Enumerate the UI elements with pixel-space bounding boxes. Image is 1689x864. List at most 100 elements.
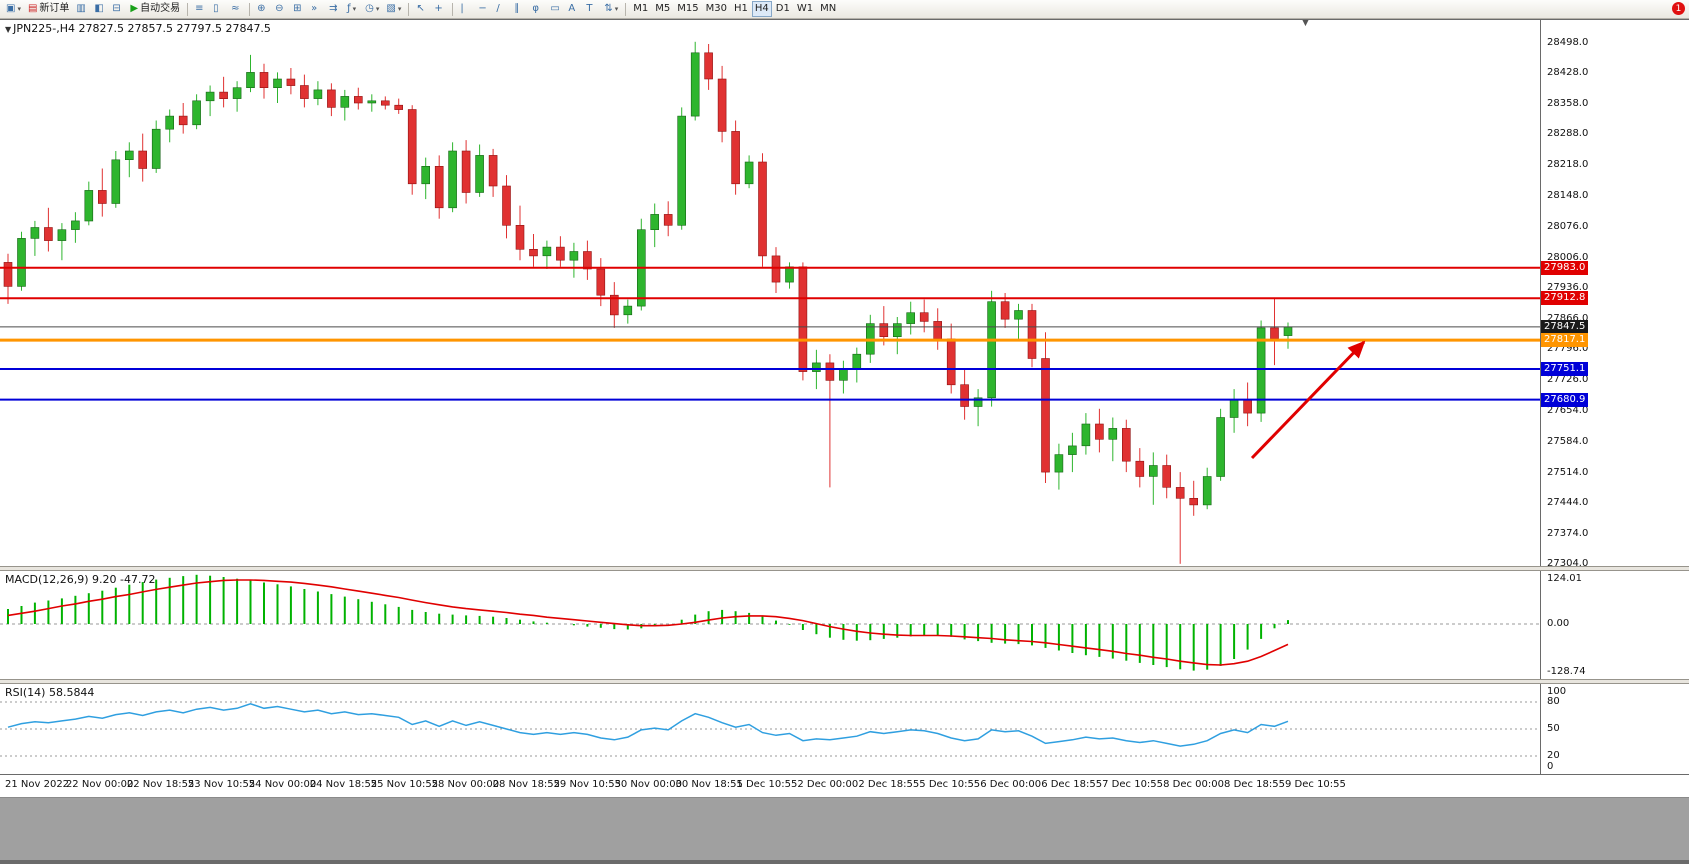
price-tick-label: 28076.0 bbox=[1547, 221, 1589, 233]
market-watch-button[interactable]: ▥ bbox=[73, 1, 90, 17]
vertical-line-icon: | bbox=[460, 3, 464, 14]
macd-label: MACD(12,26,9) 9.20 -47.72 bbox=[5, 573, 156, 586]
crosshair-icon: + bbox=[434, 3, 443, 14]
autotrading-button[interactable]: ▶ 自动交易 bbox=[127, 1, 183, 17]
price-tick-label: 28288.0 bbox=[1547, 128, 1589, 140]
timeframe-m15-button[interactable]: M15 bbox=[674, 1, 701, 17]
time-tick-label: 25 Nov 10:55 bbox=[370, 779, 439, 790]
timeframe-w1-button[interactable]: W1 bbox=[794, 1, 816, 17]
vertical-line-button[interactable]: | bbox=[457, 1, 474, 17]
indicators-button[interactable]: ƒ ▾ bbox=[344, 1, 361, 17]
candlestick-plot[interactable]: ▼ JPN225-,H4 27827.5 27857.5 27797.5 2784… bbox=[0, 20, 1540, 566]
price-tick-label: 27584.0 bbox=[1547, 435, 1589, 447]
price-tick-label: 27936.0 bbox=[1547, 282, 1589, 294]
time-tick-label: 24 Nov 18:55 bbox=[309, 779, 378, 790]
arrows-button[interactable]: ⇅ ▾ bbox=[601, 1, 621, 17]
price-axis[interactable]: 28498.0 28428.0 28358.0 28288.0 28218.0 28148… bbox=[1540, 20, 1689, 566]
chevron-down-icon: ▾ bbox=[352, 5, 357, 13]
timeframe-m1-button[interactable]: M1 bbox=[630, 1, 651, 17]
time-tick-label: 9 Dec 10:55 bbox=[1285, 779, 1346, 790]
trendline-icon: / bbox=[496, 3, 500, 14]
chart-shift-marker-icon[interactable]: ▼ bbox=[1302, 20, 1309, 28]
new-chart-button[interactable]: ▣ ▾ bbox=[3, 1, 24, 17]
text-label-button[interactable]: T bbox=[583, 1, 600, 17]
chart-shift-button[interactable]: ⇉ bbox=[326, 1, 343, 17]
new-chart-icon: ▣ bbox=[6, 3, 16, 14]
zoom-out-button[interactable]: ⊖ bbox=[272, 1, 289, 17]
new-order-icon: ▤ bbox=[27, 3, 38, 14]
rsi-chart[interactable] bbox=[0, 684, 1540, 774]
rsi-tick-label: 50 bbox=[1547, 723, 1560, 734]
horizontal-line-icon: − bbox=[478, 3, 487, 14]
price-tick-label: 27866.0 bbox=[1547, 312, 1589, 324]
price-tick-label: 27796.0 bbox=[1547, 343, 1589, 355]
candlestick-chart-button[interactable]: ▯ bbox=[210, 1, 227, 17]
fibonacci-icon: φ bbox=[532, 3, 539, 14]
candlestick-chart[interactable] bbox=[0, 20, 1540, 566]
macd-axis[interactable]: 124.01 0.00 -128.74 bbox=[1540, 571, 1689, 679]
price-tick-label: 27444.0 bbox=[1547, 497, 1589, 509]
panel-splitter[interactable] bbox=[0, 679, 1689, 684]
line-chart-button[interactable]: ≈ bbox=[228, 1, 245, 17]
new-order-button[interactable]: ▤ 新订单 bbox=[25, 1, 72, 17]
timeframe-h1-button[interactable]: H1 bbox=[731, 1, 751, 17]
time-tick-label: 30 Nov 00:00 bbox=[614, 779, 682, 790]
channel-icon: ∥ bbox=[514, 3, 520, 14]
cursor-button[interactable]: ↖ bbox=[413, 1, 430, 17]
price-line-badge: 27680.9 bbox=[1541, 392, 1589, 407]
templates-button[interactable]: ▧ ▾ bbox=[383, 1, 404, 17]
indicators-icon: ƒ bbox=[347, 3, 351, 14]
panel-splitter[interactable] bbox=[0, 566, 1689, 571]
time-tick-label: 28 Nov 00:00 bbox=[431, 779, 500, 790]
chevron-down-icon: ▾ bbox=[375, 5, 380, 13]
zoom-in-icon: ⊕ bbox=[257, 3, 266, 14]
tile-windows-icon: ⊞ bbox=[293, 3, 302, 14]
horizontal-line-button[interactable]: − bbox=[475, 1, 492, 17]
notification-badge[interactable]: 1 bbox=[1672, 2, 1685, 15]
time-tick-label: 24 Nov 00:00 bbox=[248, 779, 317, 790]
toolbar-separator bbox=[249, 2, 251, 16]
time-tick-label: 2 Dec 00:00 bbox=[797, 779, 859, 790]
terminal-button[interactable]: ⊟ bbox=[109, 1, 126, 17]
periods-button[interactable]: ◷ ▾ bbox=[362, 1, 382, 17]
price-line-badge: 27912.8 bbox=[1541, 291, 1589, 306]
price-tick-label: 28498.0 bbox=[1547, 36, 1589, 48]
collapse-triangle-icon: ▼ bbox=[5, 25, 12, 34]
timeframe-h4-button[interactable]: H4 bbox=[751, 1, 772, 17]
text-icon: A bbox=[568, 3, 576, 14]
timeframe-m30-button[interactable]: M30 bbox=[703, 1, 730, 17]
shapes-button[interactable]: ▭ bbox=[547, 1, 564, 17]
macd-tick-label: 0.00 bbox=[1547, 617, 1570, 629]
autotrading-play-icon: ▶ bbox=[130, 3, 139, 14]
periods-clock-icon: ◷ bbox=[365, 3, 374, 14]
macd-chart[interactable] bbox=[0, 571, 1540, 679]
timeframe-d1-button[interactable]: D1 bbox=[773, 1, 793, 17]
bar-chart-button[interactable]: ≡ bbox=[192, 1, 209, 17]
time-tick-label: 7 Dec 10:55 bbox=[1102, 779, 1164, 790]
time-tick-label: 8 Dec 00:00 bbox=[1163, 779, 1224, 790]
macd-panel: MACD(12,26,9) 9.20 -47.72 124.01 0.00 -128… bbox=[0, 571, 1689, 679]
crosshair-button[interactable]: + bbox=[431, 1, 448, 17]
trendline-button[interactable]: / bbox=[493, 1, 510, 17]
price-tick-label: 27726.0 bbox=[1547, 373, 1589, 385]
channel-button[interactable]: ∥ bbox=[511, 1, 528, 17]
text-button[interactable]: A bbox=[565, 1, 582, 17]
navigator-button[interactable]: ◧ bbox=[91, 1, 108, 17]
rsi-plot[interactable]: RSI(14) 58.5844 bbox=[0, 684, 1540, 774]
fibonacci-button[interactable]: φ bbox=[529, 1, 546, 17]
rsi-axis[interactable]: 100 80 50 20 0 bbox=[1540, 684, 1689, 774]
timeframe-m5-button[interactable]: M5 bbox=[652, 1, 673, 17]
time-tick-label: 6 Dec 18:55 bbox=[1041, 779, 1103, 790]
macd-plot[interactable]: MACD(12,26,9) 9.20 -47.72 bbox=[0, 571, 1540, 679]
new-order-label: 新订单 bbox=[39, 3, 70, 14]
time-axis[interactable]: 21 Nov 2022 22 Nov 00:00 22 Nov 18:55 23 No… bbox=[0, 774, 1689, 797]
zoom-in-button[interactable]: ⊕ bbox=[254, 1, 271, 17]
price-line-badge: 27751.1 bbox=[1541, 361, 1589, 376]
text-label-icon: T bbox=[586, 3, 593, 14]
auto-scroll-button[interactable]: » bbox=[308, 1, 325, 17]
bar-chart-icon: ≡ bbox=[195, 3, 204, 14]
time-tick-label: 1 Dec 10:55 bbox=[736, 779, 798, 790]
templates-icon: ▧ bbox=[386, 3, 396, 14]
timeframe-mn-button[interactable]: MN bbox=[817, 1, 839, 17]
tile-windows-button[interactable]: ⊞ bbox=[290, 1, 307, 17]
